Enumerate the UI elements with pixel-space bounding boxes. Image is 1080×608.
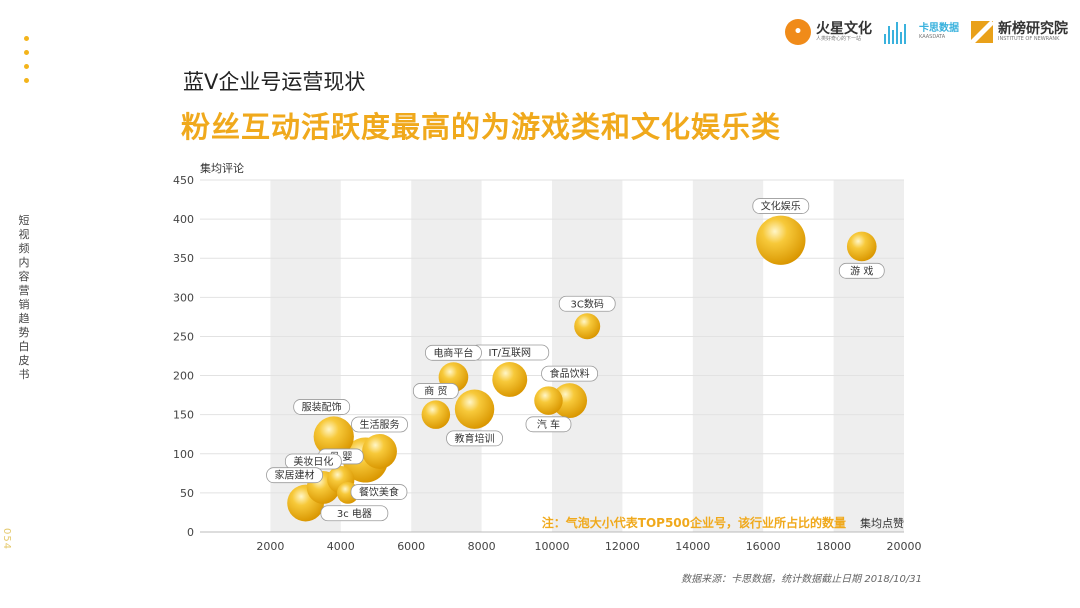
logo3-sub: INSTITUTE OF NEWRANK	[998, 35, 1060, 42]
bubble-label-box	[293, 399, 351, 415]
x-tick-label: 8000	[468, 540, 496, 553]
logo2-name: 卡思数据	[919, 23, 959, 35]
logo2-sub: KAASDATA	[919, 33, 946, 40]
dot	[24, 50, 29, 55]
data-bubble	[574, 313, 601, 340]
brand-logos: • 火星文化 人类好奇心的下一站 卡思数据 KAASDATA 新榜研究院 INS…	[785, 16, 1068, 48]
bubble-label-box	[351, 416, 408, 433]
bubble-label-box	[525, 416, 572, 433]
bubble-label-box	[752, 198, 810, 214]
bubble-label: 家居建材	[275, 469, 315, 482]
x-tick-label: 12000	[605, 540, 640, 553]
x-axis-label: 集均点赞	[860, 516, 904, 530]
xinbang-logo: 新榜研究院 INSTITUTE OF NEWRANK	[971, 21, 1068, 43]
data-source: 数据来源：卡思数据，统计数据截止日期 2018/10/31	[681, 574, 922, 585]
y-tick-label: 150	[173, 409, 194, 422]
y-tick-label: 450	[173, 174, 194, 187]
x-tick-label: 14000	[675, 540, 710, 553]
bubble-label: 商 贸	[424, 384, 447, 397]
x-tick-label: 18000	[816, 540, 851, 553]
logo3-name: 新榜研究院	[998, 21, 1068, 38]
logo1-sub: 人类好奇心的下一站	[816, 35, 862, 42]
logo1-name: 火星文化	[816, 21, 872, 38]
y-tick-label: 50	[180, 487, 194, 500]
data-bubble	[534, 386, 563, 415]
x-tick-label: 2000	[256, 540, 284, 553]
huoxing-logo: • 火星文化 人类好奇心的下一站	[785, 19, 872, 45]
data-bubble	[492, 362, 528, 397]
section-subtitle: 蓝V企业号运营现状	[183, 70, 366, 94]
huoxing-logo-icon: •	[785, 19, 811, 45]
data-bubble	[846, 231, 877, 262]
bubble-label: 服装配饰	[302, 400, 342, 413]
bubble-label: IT/互联网	[489, 347, 531, 359]
bubble-label-box	[266, 467, 323, 484]
x-tick-label: 16000	[746, 540, 781, 553]
bubble-label: 游 戏	[850, 264, 873, 277]
bubble-label: 3C数码	[571, 297, 604, 310]
bubble-label: 美妆日化	[293, 455, 333, 468]
bubble-label: 电商平台	[433, 346, 473, 359]
bubble-label-box	[425, 344, 482, 361]
data-bubble	[552, 383, 588, 419]
data-bubble	[421, 400, 451, 429]
sidebar-report-title: 短视频内容营销趋势白皮书	[18, 214, 30, 381]
dot	[24, 64, 29, 69]
dot	[24, 36, 29, 41]
y-tick-label: 350	[173, 252, 194, 265]
x-tick-label: 6000	[397, 540, 425, 553]
kasi-logo: 卡思数据 KAASDATA	[884, 20, 959, 44]
y-tick-label: 0	[187, 526, 194, 539]
data-bubble	[454, 389, 495, 429]
y-tick-label: 200	[173, 370, 194, 383]
bubble-label: 3c 电器	[337, 507, 372, 520]
bubble-label-box	[541, 365, 598, 382]
bubble-label-box	[446, 430, 503, 447]
bubble-label: 教育培训	[455, 432, 495, 445]
bubble-label: 文化娱乐	[761, 200, 801, 213]
y-tick-label: 100	[173, 448, 194, 461]
bubble-label: 生活服务	[360, 418, 400, 431]
decorative-dots	[24, 36, 32, 92]
kasi-logo-icon	[884, 20, 914, 44]
y-tick-label: 400	[173, 213, 194, 226]
bubble-label: 餐饮美食	[359, 486, 399, 499]
dot	[24, 78, 29, 83]
chart-band	[552, 180, 623, 532]
chart-band	[692, 180, 764, 532]
bubble-label-box	[350, 484, 408, 500]
bubble-label-box	[838, 262, 885, 279]
bubble-label: 食品饮料	[550, 367, 590, 380]
data-bubble	[362, 433, 397, 469]
chart-note: 注：气泡大小代表TOP500企业号，该行业所占比的数量	[542, 515, 846, 530]
bubble-label-box	[412, 383, 459, 399]
y-tick-label: 300	[173, 291, 194, 304]
xinbang-logo-icon	[971, 21, 993, 43]
chart-band	[833, 180, 904, 532]
bubble-label: 汽 车	[537, 418, 560, 431]
x-tick-label: 20000	[887, 540, 922, 553]
data-bubble	[313, 416, 354, 457]
x-tick-label: 10000	[535, 540, 570, 553]
x-tick-label: 4000	[327, 540, 355, 553]
page-headline: 粉丝互动活跃度最高的为游戏类和文化娱乐类	[181, 110, 782, 144]
y-axis-label: 集均评论	[200, 161, 244, 175]
data-bubble	[756, 215, 806, 265]
y-tick-label: 250	[173, 330, 194, 343]
bubble-label-box	[558, 295, 616, 312]
bubble-label-box	[320, 505, 389, 522]
